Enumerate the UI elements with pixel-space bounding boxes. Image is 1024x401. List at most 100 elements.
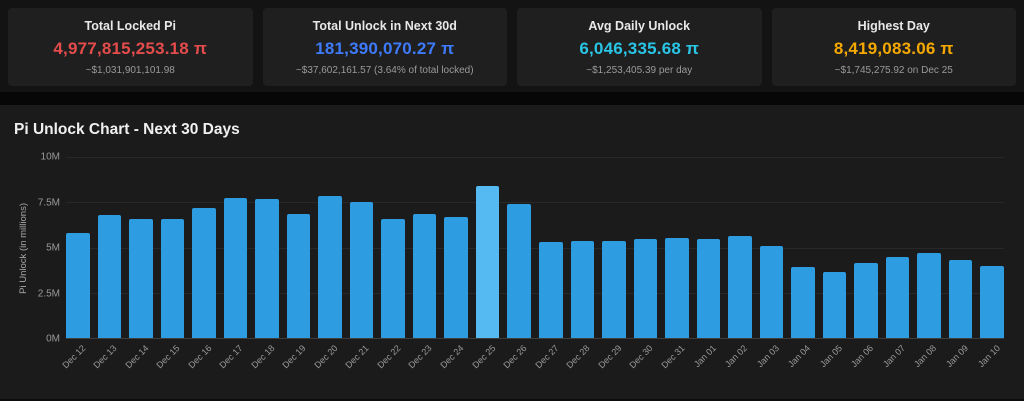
bar-dec-13[interactable]	[97, 214, 122, 338]
unlock-chart-panel: Pi Unlock Chart - Next 30 Days Pi Unlock…	[0, 105, 1024, 399]
bar-dec-20[interactable]	[318, 195, 342, 338]
x-axis-label: Dec 16	[186, 343, 214, 371]
bar-jan-02[interactable]	[728, 235, 752, 338]
x-axis-label-cell: Dec 14	[123, 339, 153, 379]
x-axis-label-cell: Jan 09	[944, 339, 973, 379]
gridline	[66, 202, 1004, 204]
x-axis-label-cell: Dec 30	[628, 339, 658, 379]
card-title: Highest Day	[857, 19, 930, 33]
gridline	[66, 247, 1004, 249]
x-axis-label: Jan 10	[975, 343, 1002, 370]
bar-jan-07[interactable]	[885, 257, 910, 338]
bar-jan-05[interactable]	[822, 271, 847, 338]
x-axis-label: Jan 09	[943, 343, 971, 370]
card-subtext: ~$1,253,405.39 per day	[586, 65, 693, 76]
card-total-unlock-30d: Total Unlock in Next 30d 181,390,070.27 …	[262, 8, 507, 86]
x-axis-label-cell: Jan 01	[692, 339, 721, 379]
y-axis-tick-label: 5M	[46, 242, 60, 254]
x-axis-label: Dec 12	[59, 343, 88, 371]
x-axis-label: Dec 14	[123, 343, 151, 371]
bar-jan-10[interactable]	[980, 265, 1004, 338]
y-axis-tick-label: 2.5M	[37, 288, 60, 299]
card-avg-daily-unlock: Avg Daily Unlock 6,046,335.68 π ~$1,253,…	[517, 8, 762, 86]
bar-dec-19[interactable]	[286, 214, 311, 338]
plot-area	[66, 157, 1004, 339]
bar-dec-17[interactable]	[223, 197, 248, 338]
x-axis-label-cell: Dec 24	[438, 339, 468, 379]
x-axis-label-cell: Jan 02	[723, 339, 752, 379]
bar-dec-29[interactable]	[602, 241, 626, 338]
bar-dec-30[interactable]	[633, 239, 658, 338]
x-axis-label: Jan 03	[754, 343, 781, 370]
x-axis-label: Dec 24	[438, 343, 466, 371]
bar-dec-27[interactable]	[538, 242, 563, 338]
x-axis-label: Dec 25	[469, 343, 498, 371]
card-highest-day: Highest Day 8,419,083.06 π ~$1,745,275.9…	[771, 8, 1016, 86]
bar-dec-26[interactable]	[507, 204, 531, 338]
y-axis-tick-label: 0M	[46, 333, 60, 345]
x-axis-label-cell: Jan 04	[786, 339, 815, 379]
x-axis-label-cell: Dec 26	[501, 339, 531, 379]
card-title: Avg Daily Unlock	[588, 19, 691, 33]
x-axis-label: Dec 17	[217, 343, 245, 371]
y-axis-title-column: Pi Unlock (in millions)	[14, 157, 32, 339]
x-axis-label: Dec 27	[532, 343, 561, 371]
bar-jan-08[interactable]	[917, 252, 941, 338]
x-axis-label: Dec 20	[312, 343, 340, 371]
card-subtext: ~$1,745,275.92 on Dec 25	[834, 65, 953, 76]
x-axis-label-cell: Dec 22	[375, 339, 405, 379]
bar-dec-21[interactable]	[349, 202, 374, 338]
gridline	[66, 292, 1004, 294]
x-axis-label: Dec 31	[659, 343, 687, 371]
x-axis-label: Jan 05	[817, 343, 844, 370]
bar-dec-14[interactable]	[129, 218, 153, 338]
x-axis-label-cell: Dec 21	[344, 339, 374, 379]
x-axis-labels: Dec 12 Dec 13 Dec 14 Dec 15 Dec 16 Dec 17 Dec …	[60, 339, 1004, 379]
bar-jan-04[interactable]	[791, 266, 815, 338]
bar-dec-16[interactable]	[192, 207, 216, 338]
bar-dec-28[interactable]	[570, 241, 595, 338]
bar-jan-09[interactable]	[948, 260, 973, 338]
gridline	[66, 157, 1004, 158]
x-axis-label: Dec 19	[280, 343, 308, 371]
x-axis-label-cell: Dec 23	[407, 339, 437, 379]
y-axis-title: Pi Unlock (in millions)	[17, 202, 29, 294]
card-title: Total Locked Pi	[84, 19, 176, 33]
x-axis-label-cell: Jan 05	[818, 339, 847, 379]
x-axis-label: Jan 07	[880, 343, 908, 370]
bar-dec-22[interactable]	[381, 219, 405, 338]
x-axis-label-cell: Dec 18	[249, 339, 279, 379]
x-axis-label: Dec 15	[154, 343, 182, 371]
x-axis-label: Jan 04	[786, 343, 813, 370]
x-axis-label-cell: Dec 12	[60, 339, 90, 379]
bar-dec-23[interactable]	[412, 214, 437, 338]
bar-chart: Pi Unlock (in millions) 10M 7.5M 5M 2.5M 0M …	[14, 152, 1004, 379]
x-axis-label-cell: Jan 03	[755, 339, 784, 379]
card-value: 4,977,815,253.18 π	[53, 39, 208, 58]
x-axis-label-cell: Dec 15	[155, 339, 185, 379]
bar-dec-25[interactable]	[475, 185, 500, 338]
x-axis-label-cell: Dec 29	[596, 339, 626, 379]
bar-jan-06[interactable]	[854, 262, 878, 338]
x-axis-label: Jan 06	[849, 343, 876, 370]
x-axis-label: Dec 30	[627, 343, 655, 371]
x-axis-label-cell: Jan 08	[912, 339, 941, 379]
bar-jan-03[interactable]	[759, 245, 784, 338]
y-axis-tick-label: 10M	[40, 151, 60, 163]
x-axis-label: Dec 26	[501, 343, 529, 371]
y-axis-ticks: 10M 7.5M 5M 2.5M 0M	[32, 152, 66, 345]
x-axis-label-cell: Dec 31	[659, 339, 689, 379]
bar-jan-01[interactable]	[696, 239, 721, 338]
plot-column: Dec 12 Dec 13 Dec 14 Dec 15 Dec 16 Dec 17 Dec …	[60, 157, 1004, 379]
x-axis-label-cell: Jan 10	[975, 339, 1004, 379]
bar-dec-24[interactable]	[444, 216, 468, 338]
bar-dec-31[interactable]	[665, 237, 689, 338]
bar-dec-18[interactable]	[255, 198, 279, 338]
y-axis-tick-label: 7.5M	[37, 197, 60, 208]
card-title: Total Unlock in Next 30d	[312, 19, 457, 33]
bar-dec-12[interactable]	[66, 233, 90, 338]
card-value: 6,046,335.68 π	[579, 39, 700, 58]
x-axis-label-cell: Dec 17	[218, 339, 248, 379]
x-axis-label: Dec 29	[595, 343, 624, 371]
bar-dec-15[interactable]	[160, 218, 185, 338]
